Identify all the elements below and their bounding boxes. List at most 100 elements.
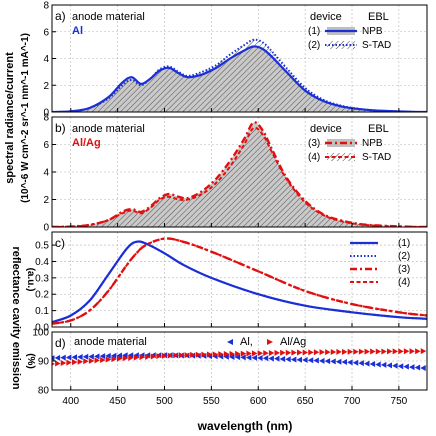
y-tick-label: 4 [43, 54, 49, 65]
y-axis-label-radiance-units: (10^-6 W cm^-2 sr^-1 nm^-1 mA^-1) [20, 33, 31, 203]
panel-1: 0 2 4 6 8 a) anode material Al device EBL (1) NPB (2… [43, 1, 428, 119]
x-tick-label: 550 [203, 396, 220, 407]
data-point [82, 353, 89, 360]
data-point [229, 353, 235, 360]
legend-header-device: device [310, 123, 342, 135]
legend-ebl: S-TAD [362, 40, 391, 51]
legend-label: (3) [398, 264, 410, 275]
data-point [409, 364, 415, 371]
data-point [55, 360, 61, 367]
x-tick-label: 700 [344, 396, 361, 407]
data-point [375, 361, 381, 368]
data-point [297, 349, 303, 356]
data-point [397, 363, 404, 370]
data-point [229, 350, 235, 357]
plot-area [52, 237, 428, 325]
data-point [279, 355, 286, 362]
data-point [414, 364, 421, 371]
data-point [235, 350, 241, 357]
plot-area [52, 348, 427, 371]
data-point [122, 352, 128, 359]
data-point [330, 349, 337, 356]
data-point [240, 354, 246, 361]
data-point [122, 355, 129, 362]
data-point [370, 348, 376, 355]
data-point [128, 354, 134, 361]
data-point [352, 359, 359, 366]
data-point [127, 352, 134, 359]
y-tick-label: 0.5 [35, 241, 49, 252]
data-point [415, 348, 421, 355]
data-point [66, 359, 72, 366]
y-tick-label: 0 [43, 108, 49, 119]
data-point [178, 352, 185, 359]
data-point [313, 357, 319, 364]
data-point [190, 351, 196, 358]
data-point [52, 362, 55, 366]
data-point [319, 357, 325, 364]
panel-frame [51, 231, 428, 328]
series-line [52, 237, 428, 325]
data-point [77, 354, 83, 361]
legend-label-al: Al, [240, 336, 253, 348]
data-point [201, 351, 207, 358]
data-point [302, 356, 308, 363]
y-tick-label: 0 [43, 223, 49, 234]
data-point [212, 351, 219, 358]
data-point [54, 354, 61, 361]
y-tick-label: 6 [43, 27, 49, 38]
panel-2: 0 2 4 6 8 b) anode material Al/Ag device EBL (3) NP… [43, 113, 428, 234]
legend-marker-alag [267, 339, 273, 345]
plot-area [52, 121, 428, 227]
data-point [72, 359, 78, 366]
data-point [291, 349, 297, 356]
data-point [319, 349, 325, 356]
data-point [100, 356, 106, 363]
data-point [392, 348, 399, 355]
legend-ebl: NPB [362, 138, 383, 149]
data-point [246, 350, 252, 357]
data-point [330, 358, 336, 365]
data-point [105, 352, 111, 359]
data-point [381, 348, 387, 355]
legend-fill-swatch [327, 41, 355, 49]
y-tick-label: 80 [38, 386, 50, 397]
y-tick-label: 6 [43, 140, 49, 151]
data-point [257, 355, 263, 362]
data-point [88, 357, 95, 364]
series-line [52, 38, 428, 112]
data-point [71, 354, 77, 361]
y-tick-label: 0.1 [35, 306, 49, 317]
y-tick-label: 0.4 [35, 257, 49, 268]
data-point [139, 354, 145, 361]
anode-material: Al [72, 25, 83, 37]
data-point [302, 349, 309, 356]
data-point [94, 357, 100, 364]
data-point [65, 354, 72, 361]
data-point [313, 349, 320, 356]
data-point [83, 358, 89, 365]
data-point [162, 352, 168, 359]
data-point [94, 353, 100, 360]
panel-3: 0.0 0.1 0.2 0.3 0.4 0.5 c) (a.u.) (1) (2) (3) (4) [25, 231, 428, 334]
data-point [110, 352, 117, 359]
x-tick-label: 650 [297, 396, 314, 407]
data-point [369, 361, 376, 368]
data-point [234, 354, 241, 361]
data-point [268, 350, 275, 357]
legend-header-ebl: EBL [368, 11, 389, 23]
data-point [150, 353, 157, 360]
legend-device: (1) [308, 26, 320, 37]
y-tick-label: 4 [43, 168, 49, 179]
data-point [60, 354, 66, 361]
series-line [52, 126, 428, 227]
data-point [52, 355, 55, 362]
y-unit-label: (%) [25, 353, 36, 369]
data-point [280, 349, 286, 356]
data-point [387, 348, 393, 355]
x-axis-label: wavelength (nm) [197, 419, 293, 433]
data-point [88, 353, 94, 360]
data-point [347, 348, 354, 355]
y-unit-label: (a.u.) [25, 268, 36, 292]
data-point [420, 348, 427, 355]
